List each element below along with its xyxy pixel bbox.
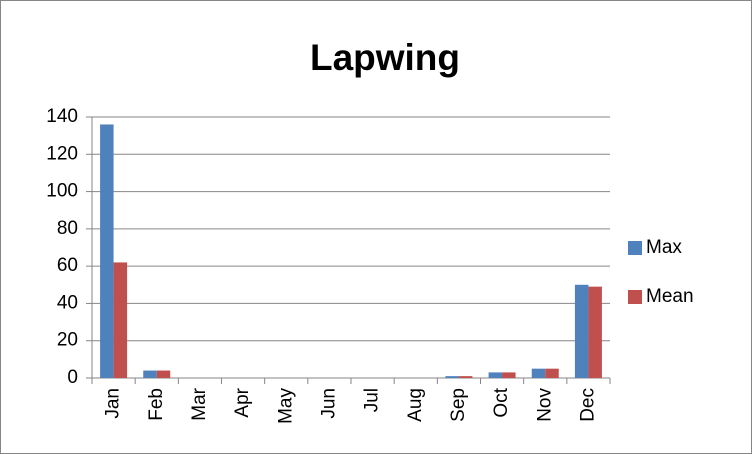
bar: [445, 376, 459, 378]
x-tick-label: Jun: [318, 388, 339, 419]
bar: [545, 368, 559, 378]
legend-swatch: [628, 290, 642, 304]
y-tick-label: 20: [57, 330, 78, 351]
legend-swatch: [628, 241, 642, 255]
y-tick-label: 0: [67, 367, 78, 388]
y-tick-label: 40: [57, 292, 78, 313]
y-tick-label: 120: [46, 143, 78, 164]
bar: [531, 368, 546, 378]
x-tick-label: Aug: [405, 388, 426, 422]
x-tick-label: May: [275, 388, 296, 424]
x-tick-label: Nov: [534, 388, 555, 422]
bar: [458, 376, 473, 378]
x-tick-label: Jan: [103, 388, 124, 419]
x-tick-label: Dec: [577, 388, 598, 422]
legend-label: Mean: [646, 286, 694, 307]
y-tick-label: 60: [57, 255, 78, 276]
x-tick-label: Apr: [232, 387, 253, 417]
bar: [588, 286, 602, 378]
x-tick-label: Feb: [146, 388, 167, 421]
bar: [156, 370, 171, 378]
chart-title: Lapwing: [310, 37, 460, 78]
bar: [574, 284, 589, 378]
x-tick-label: Oct: [491, 387, 512, 417]
bar: [502, 372, 516, 378]
y-tick-label: 140: [46, 106, 78, 127]
x-tick-label: Sep: [448, 388, 469, 422]
bar: [143, 370, 157, 378]
y-tick-label: 80: [57, 218, 78, 239]
bar: [113, 262, 128, 378]
legend-label: Max: [646, 237, 682, 258]
x-tick-label: Mar: [189, 387, 210, 420]
y-tick-label: 100: [46, 181, 78, 202]
bar: [488, 372, 503, 378]
bar: [100, 124, 114, 378]
x-tick-label: Jul: [362, 388, 383, 412]
